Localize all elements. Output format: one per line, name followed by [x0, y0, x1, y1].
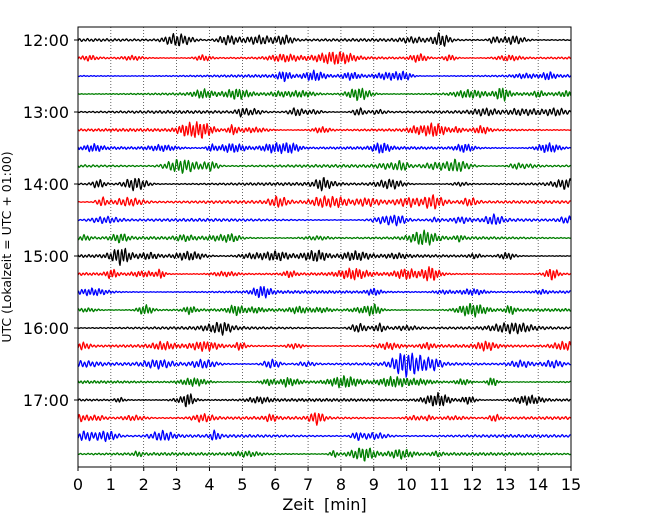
trace-line: [77, 286, 571, 299]
trace-line: [77, 266, 571, 282]
trace-line: [77, 32, 571, 47]
trace-line: [77, 391, 571, 408]
plot-frame: [77, 26, 572, 468]
trace-line: [77, 107, 572, 118]
trace-line: [77, 352, 571, 378]
x-tick-label: 6: [270, 475, 280, 494]
trace-line: [77, 213, 572, 227]
x-tick-label: 9: [369, 475, 379, 494]
x-tick-label: 14: [528, 475, 548, 494]
x-tick-label: 4: [204, 475, 214, 494]
x-tick-label: 11: [429, 475, 449, 494]
trace-line: [77, 87, 572, 102]
trace-line: [77, 412, 572, 426]
x-tick-label: 5: [237, 475, 247, 494]
trace-line: [77, 447, 571, 462]
y-tick-label: 14:00: [23, 175, 69, 194]
trace-line: [77, 158, 571, 174]
trace-line: [77, 229, 571, 246]
x-tick-label: 12: [462, 475, 482, 494]
trace-line: [77, 375, 571, 389]
trace-line: [77, 429, 571, 443]
x-tick-label: 13: [495, 475, 515, 494]
y-tick-label: 12:00: [23, 31, 69, 50]
x-tick-label: 1: [106, 475, 116, 494]
trace-lines: [77, 32, 572, 462]
trace-line: [77, 69, 572, 83]
x-tick-label: 0: [73, 475, 83, 494]
x-tick-label: 3: [172, 475, 182, 494]
trace-line: [77, 303, 572, 318]
x-axis-ticks: 0 1 2 3 4 5 6 7 8 9 10 11 12 13 14 15: [73, 467, 581, 494]
trace-line: [77, 340, 572, 352]
y-axis-ticks: 12:00 13:00 14:00 15:00 16:00 17:00: [23, 31, 78, 410]
trace-line: [77, 142, 572, 155]
y-tick-label: 15:00: [23, 247, 69, 266]
trace-line: [77, 51, 572, 65]
trace-line: [77, 321, 571, 336]
x-tick-label: 10: [396, 475, 416, 494]
y-axis-label: UTC (Lokalzeit = UTC + 01:00): [0, 151, 14, 342]
x-tick-label: 2: [139, 475, 149, 494]
trace-line: [77, 247, 571, 266]
grid-lines: [110, 27, 539, 467]
y-tick-label: 13:00: [23, 103, 69, 122]
x-tick-label: 8: [336, 475, 346, 494]
trace-line: [77, 121, 571, 139]
trace-line: [77, 177, 572, 192]
x-tick-label: 7: [303, 475, 313, 494]
y-tick-label: 16:00: [23, 319, 69, 338]
trace-line: [77, 194, 571, 210]
x-axis-label: Zeit [min]: [282, 495, 366, 514]
y-tick-label: 17:00: [23, 391, 69, 410]
x-tick-label: 15: [561, 475, 581, 494]
